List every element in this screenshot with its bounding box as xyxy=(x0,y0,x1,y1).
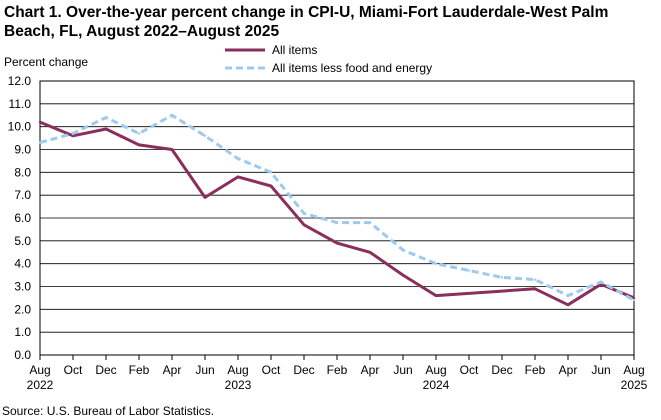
x-tick-label: Apr xyxy=(163,363,182,377)
x-tick-label: Jun xyxy=(195,363,214,377)
series-0-point xyxy=(566,303,570,306)
x-tick-label: Feb xyxy=(525,363,546,377)
series-1-point xyxy=(434,262,438,265)
legend-label-0: All items xyxy=(272,43,317,57)
legend: All items All items less food and energy xyxy=(225,43,432,75)
x-tick-label: Feb xyxy=(129,363,150,377)
series-0-point xyxy=(170,148,174,151)
series-1-point xyxy=(38,141,42,144)
x-tick-label: Aug xyxy=(227,363,248,377)
x-tick-year: 2023 xyxy=(225,378,252,392)
series-1-point xyxy=(368,221,372,224)
y-tick-label: 4.0 xyxy=(14,257,31,271)
y-tick-label: 7.0 xyxy=(14,188,31,202)
x-tick-label: Oct xyxy=(460,363,479,377)
series-0-point xyxy=(38,120,42,124)
y-tick-label: 2.0 xyxy=(14,302,31,316)
x-tick-label: Apr xyxy=(559,363,578,377)
series-1-point xyxy=(203,134,207,137)
series-1-point xyxy=(335,221,339,224)
y-tick-label: 3.0 xyxy=(14,280,31,294)
x-tick-label: Jun xyxy=(393,363,412,377)
gridlines xyxy=(40,103,634,333)
y-tick-label: 6.0 xyxy=(14,211,31,225)
series-0-point xyxy=(302,223,306,227)
x-tick-label: Aug xyxy=(29,363,50,377)
x-tick-label: Aug xyxy=(425,363,446,377)
series-1-point xyxy=(137,132,141,135)
series-1-point xyxy=(599,280,603,284)
y-tick-label: 10.0 xyxy=(8,120,32,134)
series-1-point xyxy=(566,294,570,297)
y-tick-label: 12.0 xyxy=(8,74,32,88)
y-tick-label: 9.0 xyxy=(14,143,31,157)
series-0-point xyxy=(632,296,636,300)
series-0-point xyxy=(269,184,273,188)
x-tick-year: 2024 xyxy=(423,378,450,392)
series-1-point xyxy=(269,171,273,174)
x-tick-label: Dec xyxy=(491,363,512,377)
y-axis-ticks: 0.0 1.0 2.0 3.0 4.0 5.0 6.0 7.0 8.0 9.0 10.0 11.0 12… xyxy=(8,74,32,362)
series-0-point xyxy=(500,289,504,293)
series-1-point xyxy=(71,132,75,135)
x-tick-label: Jun xyxy=(591,363,610,377)
series-line-1 xyxy=(39,113,635,302)
series-1-point xyxy=(467,269,471,272)
y-tick-label: 0.0 xyxy=(14,348,31,362)
x-tick-label: Feb xyxy=(327,363,348,377)
series-0-point xyxy=(533,287,537,290)
x-tick-label: Dec xyxy=(95,363,116,377)
series-0-point xyxy=(467,292,471,295)
x-tick-label: Aug xyxy=(623,363,644,377)
series-1-point xyxy=(104,116,108,119)
series-0-point xyxy=(335,241,339,245)
x-tick-label: Oct xyxy=(64,363,83,377)
x-tick-label: Oct xyxy=(262,363,281,377)
y-axis-label: Percent change xyxy=(4,55,89,69)
x-tick-year: 2022 xyxy=(27,378,54,392)
y-tick-label: 11.0 xyxy=(9,97,32,111)
series-0-point xyxy=(401,273,405,277)
series-1-point xyxy=(533,278,537,281)
series-1-point xyxy=(170,114,174,117)
series-0-point xyxy=(236,175,240,179)
x-tick-label: Dec xyxy=(293,363,314,377)
series-lines xyxy=(38,113,636,307)
series-0-point xyxy=(368,251,372,254)
x-tick-label: Apr xyxy=(361,363,380,377)
chart-title: Chart 1. Over-the-year percent change in… xyxy=(4,4,609,40)
y-tick-label: 8.0 xyxy=(14,165,31,179)
series-1-point xyxy=(500,276,504,279)
x-tick-year: 2025 xyxy=(621,378,648,392)
y-tick-label: 1.0 xyxy=(14,325,31,339)
series-1-point xyxy=(401,248,405,252)
series-0-point xyxy=(137,143,141,147)
series-0-point xyxy=(434,294,438,297)
series-1-point xyxy=(302,212,306,215)
series-1-point xyxy=(236,157,240,160)
series-0-point xyxy=(203,196,207,199)
source-note: Source: U.S. Bureau of Labor Statistics. xyxy=(2,404,215,418)
series-1-point xyxy=(632,299,636,302)
legend-label-1: All items less food and energy xyxy=(272,61,432,75)
y-tick-label: 5.0 xyxy=(14,234,31,248)
series-0-point xyxy=(104,127,108,131)
